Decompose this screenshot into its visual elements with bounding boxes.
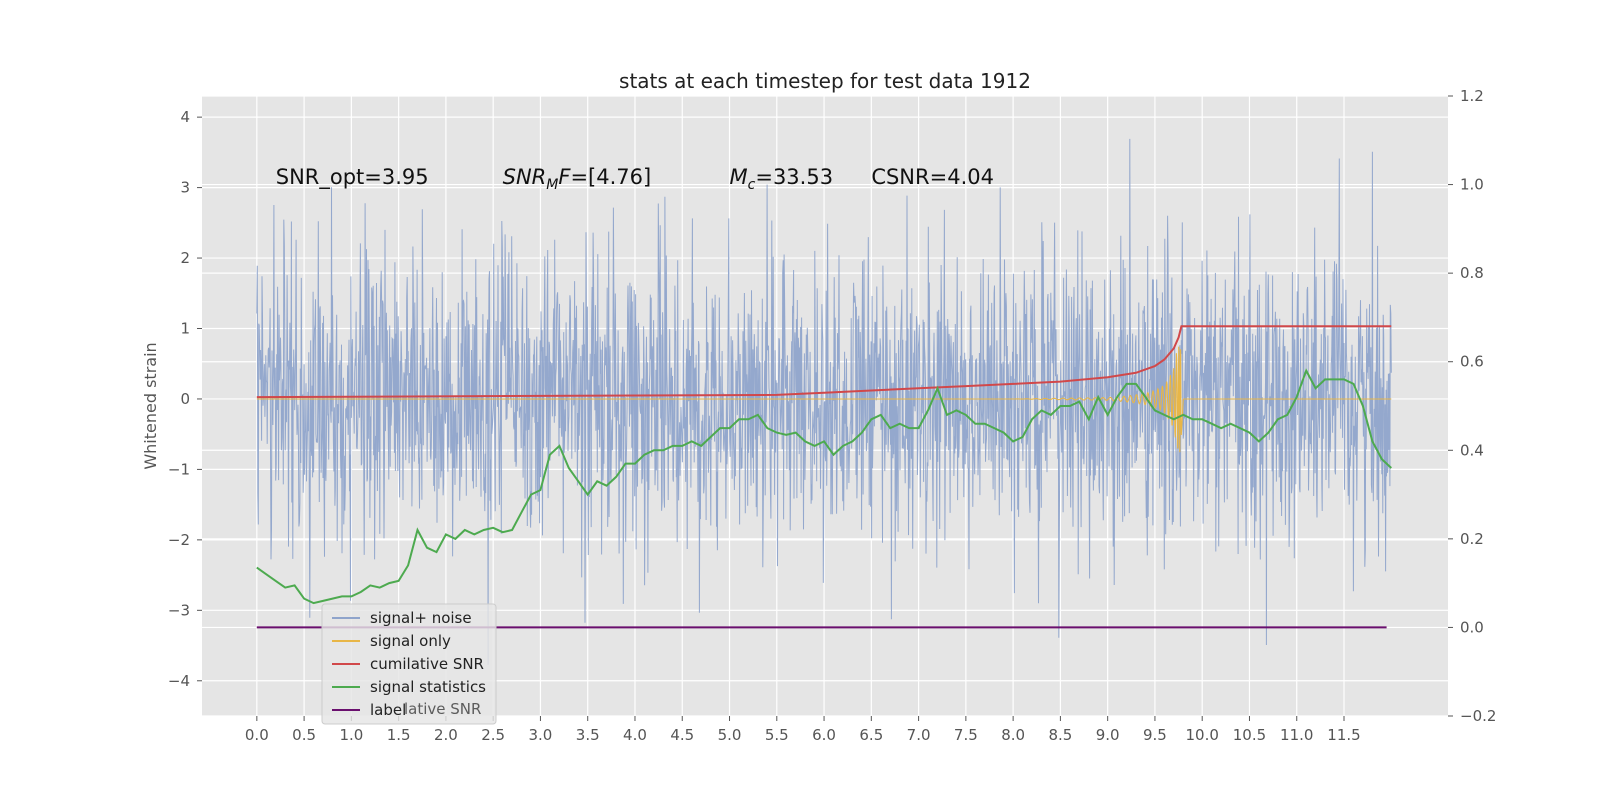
x-tick-label: 2.5	[481, 726, 505, 744]
x-tick-label: 3.0	[529, 726, 553, 744]
x-tick-label: 4.0	[623, 726, 647, 744]
x-tick-label: 10.0	[1186, 726, 1219, 744]
x-tick-label: 9.5	[1143, 726, 1167, 744]
y-tick-label: −3	[168, 601, 190, 619]
legend-label: cumilative SNR	[370, 655, 484, 673]
legend-box	[321, 603, 497, 725]
x-tick-label: 10.5	[1233, 726, 1266, 744]
y-axis-left: −4 −3 −2 −1 0 1 2 3 4	[168, 108, 202, 690]
y2-tick-label: 0.0	[1460, 618, 1484, 636]
x-tick-label: 8.5	[1048, 726, 1072, 744]
x-tick-label: 9.0	[1096, 726, 1120, 744]
y2-tick-label: 0.4	[1460, 441, 1484, 459]
legend-label: signal only	[370, 632, 451, 650]
annotation: CSNR=4.04	[871, 165, 994, 189]
signal-only-line	[256, 346, 1392, 453]
y-tick-label: −1	[168, 460, 190, 478]
y-tick-label: 1	[180, 320, 190, 338]
y-tick-label: 4	[180, 108, 190, 126]
annotation: SNRMF=[4.76]	[503, 165, 652, 193]
x-tick-label: 6.0	[812, 726, 836, 744]
y-tick-label: −2	[168, 531, 190, 549]
x-tick-label: 8.0	[1001, 726, 1025, 744]
x-tick-label: 3.5	[576, 726, 600, 744]
series-signal-only	[256, 346, 1392, 453]
y-axis-label: Whitened strain	[141, 342, 160, 469]
x-tick-label: 1.0	[339, 726, 363, 744]
y-axis-right: −0.2 0.0 0.2 0.4 0.6 0.8 1.0 1.2	[1448, 87, 1496, 725]
y2-tick-label: 1.0	[1460, 176, 1484, 194]
annotation: SNR_opt=3.95	[276, 165, 429, 190]
x-tick-label: 5.0	[718, 726, 742, 744]
x-tick-label: 6.5	[859, 726, 883, 744]
series-signal-statistics	[256, 368, 1392, 605]
x-tick-label: 2.0	[434, 726, 458, 744]
x-tick-label: 0.0	[245, 726, 269, 744]
legend-label: signal+ noise	[370, 609, 472, 627]
y2-tick-label: −0.2	[1460, 707, 1496, 725]
x-tick-label: 4.5	[670, 726, 694, 744]
chart-title: stats at each timestep for test data 191…	[619, 69, 1031, 93]
x-tick-label: 11.5	[1327, 726, 1360, 744]
annotations: SNR_opt=3.95 SNRMF=[4.76] Mc=33.53 CSNR=4.0…	[276, 165, 994, 193]
legend-label: signal statistics	[370, 678, 486, 696]
legend-label: label	[370, 701, 406, 719]
y-tick-label: 0	[180, 390, 190, 408]
x-tick-label: 0.5	[292, 726, 316, 744]
series-cumilative-snr	[256, 325, 1392, 399]
x-tick-label: 1.5	[387, 726, 411, 744]
legend-ghost-text: lative SNR	[404, 700, 481, 718]
cumilative-snr-line	[256, 325, 1392, 399]
y2-tick-label: 1.2	[1460, 87, 1484, 105]
y2-tick-label: 0.6	[1460, 353, 1484, 371]
x-tick-label: 11.0	[1280, 726, 1313, 744]
x-axis: 0.0 0.5 1.0 1.5 2.0 2.5 3.0 3.5 4.0 4.5 5.0 5.5 6.0 6…	[245, 716, 1361, 744]
signal-statistics-line	[256, 368, 1392, 605]
y2-tick-label: 0.8	[1460, 264, 1484, 282]
y-tick-label: 3	[180, 179, 190, 197]
annotation: Mc=33.53	[730, 165, 834, 193]
x-tick-label: 7.5	[954, 726, 978, 744]
legend: lative SNR signal+ noise signal only cumila…	[321, 603, 497, 725]
y-tick-label: −4	[168, 672, 190, 690]
x-tick-label: 7.0	[907, 726, 931, 744]
x-tick-label: 5.5	[765, 726, 789, 744]
y2-tick-label: 0.2	[1460, 530, 1484, 548]
y-tick-label: 2	[180, 249, 190, 267]
